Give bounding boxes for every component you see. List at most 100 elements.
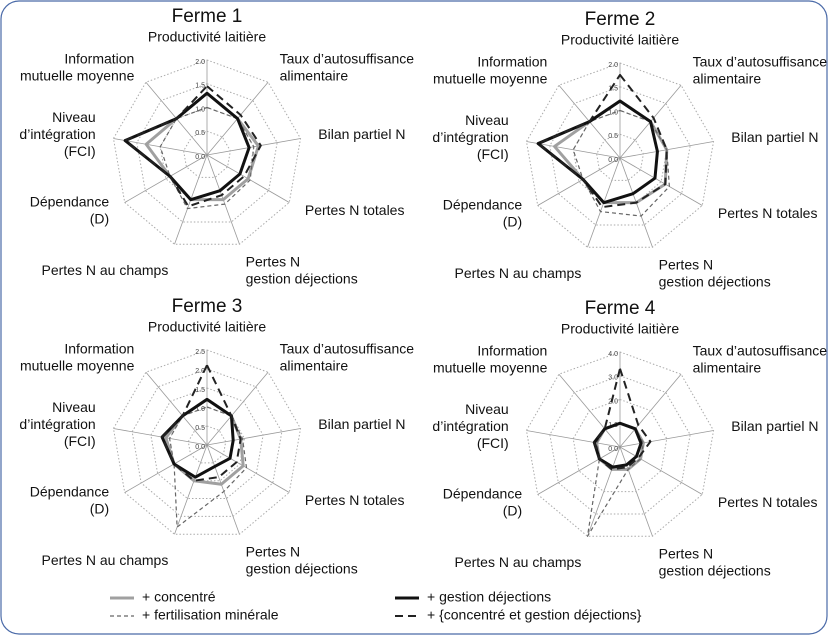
axis-label: (FCI) xyxy=(477,146,509,162)
axis-label: (D) xyxy=(90,211,109,227)
axis-label: Bilan partiel N xyxy=(731,129,818,145)
axis-label: (FCI) xyxy=(64,433,96,449)
axis-label: alimentaire xyxy=(693,360,762,376)
spoke xyxy=(145,371,208,446)
axis-label: Bilan partiel N xyxy=(318,416,405,432)
chart-title: Ferme 2 xyxy=(585,9,656,30)
r-tick-label: 0.0 xyxy=(195,154,205,161)
axis-label: mutuelle moyenne xyxy=(433,71,548,87)
r-tick-label: 4.0 xyxy=(608,351,618,358)
axis-label: Pertes N au champs xyxy=(42,262,169,278)
spoke xyxy=(124,154,208,203)
legend-label: + {concentré et gestion déjections} xyxy=(427,607,642,623)
axis-label: Productivité laitière xyxy=(148,29,266,45)
spoke xyxy=(206,444,240,535)
r-tick-label: 0.5 xyxy=(608,133,618,140)
axis-label: Dépendance xyxy=(443,486,523,502)
axis-label: alimentaire xyxy=(280,68,349,84)
axis-label: (FCI) xyxy=(64,143,96,159)
series-line xyxy=(553,99,669,205)
axis-label: Pertes N xyxy=(246,253,300,269)
spoke xyxy=(174,444,208,535)
axis-label: Niveau xyxy=(52,399,96,415)
axis-label: Information xyxy=(64,341,134,357)
axis-label: (D) xyxy=(503,503,522,519)
axis-label: gestion déjections xyxy=(246,560,358,576)
axis-label: mutuelle moyenne xyxy=(20,358,135,374)
r-tick-label: 0.0 xyxy=(195,444,205,451)
r-tick-label: 2.0 xyxy=(195,59,205,66)
spoke xyxy=(526,141,621,159)
axis-label: gestion déjections xyxy=(246,270,358,286)
axis-label: Taux d’autosuffisance xyxy=(693,54,828,70)
axis-label: (D) xyxy=(503,214,522,230)
axis-label: Pertes N xyxy=(246,543,300,559)
axis-label: (D) xyxy=(90,501,109,517)
legend-label: + concentré xyxy=(142,589,216,605)
axis-label: Niveau xyxy=(52,109,96,125)
r-tick-label: 1.0 xyxy=(195,406,205,413)
spoke xyxy=(206,428,301,446)
axis-label: alimentaire xyxy=(280,358,349,374)
chart-title: Ferme 4 xyxy=(585,298,656,319)
axis-label: Pertes N xyxy=(659,545,713,561)
grid-ring xyxy=(131,368,283,517)
r-tick-label: 3.0 xyxy=(608,375,618,382)
spoke xyxy=(526,430,621,448)
axis-label: Productivité laitière xyxy=(561,32,679,48)
axis-label: d’intégration xyxy=(19,126,95,142)
series-line xyxy=(593,367,652,471)
axis-label: Niveau xyxy=(465,401,509,417)
spoke xyxy=(537,446,621,495)
spoke xyxy=(113,428,208,446)
axis-label: d’intégration xyxy=(19,416,95,432)
axis-label: gestion déjections xyxy=(659,562,771,578)
axis-label: Pertes N xyxy=(659,256,713,272)
axis-label: (FCI) xyxy=(477,435,509,451)
spoke xyxy=(206,444,290,493)
series-line xyxy=(572,109,670,217)
r-tick-label: 0.5 xyxy=(195,130,205,137)
axis-label: Taux d’autosuffisance xyxy=(280,51,415,67)
r-tick-label: 0.5 xyxy=(195,425,205,432)
axis-label: Taux d’autosuffisance xyxy=(693,343,828,359)
r-tick-label: 0.0 xyxy=(608,446,618,453)
axis-label: Pertes N totales xyxy=(305,492,405,508)
series-line xyxy=(124,85,262,208)
axis-label: Information xyxy=(477,54,547,70)
axis-label: Bilan partiel N xyxy=(318,126,405,142)
axis-label: alimentaire xyxy=(693,71,762,87)
series-line xyxy=(123,91,251,202)
spoke xyxy=(537,157,621,206)
r-tick-label: 2.0 xyxy=(608,62,618,69)
r-tick-label: 2.5 xyxy=(195,349,205,356)
axis-label: Information xyxy=(477,343,547,359)
r-tick-label: 0.0 xyxy=(608,157,618,164)
axis-label: Pertes N totales xyxy=(305,202,405,218)
grid-ring xyxy=(112,349,302,535)
axis-label: gestion déjections xyxy=(659,273,771,289)
axis-label: mutuelle moyenne xyxy=(20,68,135,84)
series-line xyxy=(161,364,242,482)
axis-label: Bilan partiel N xyxy=(731,418,818,434)
spoke xyxy=(619,157,703,206)
axis-label: d’intégration xyxy=(432,129,508,145)
grid-ring xyxy=(150,387,264,500)
chart-title: Ferme 1 xyxy=(172,6,243,27)
grid-ring xyxy=(112,59,302,245)
r-tick-label: 2.0 xyxy=(608,398,618,405)
axis-label: Taux d’autosuffisance xyxy=(280,341,415,357)
r-tick-label: 1.5 xyxy=(608,86,618,93)
grid-ring xyxy=(525,351,715,537)
axis-label: mutuelle moyenne xyxy=(433,360,548,376)
axis-label: Dépendance xyxy=(30,194,110,210)
axis-label: Pertes N au champs xyxy=(455,554,582,570)
axis-label: d’intégration xyxy=(432,418,508,434)
axis-label: Pertes N au champs xyxy=(455,265,582,281)
axis-label: Pertes N totales xyxy=(718,494,818,510)
chart-title: Ferme 3 xyxy=(172,296,243,317)
spoke xyxy=(206,371,269,446)
series-line xyxy=(159,106,255,210)
